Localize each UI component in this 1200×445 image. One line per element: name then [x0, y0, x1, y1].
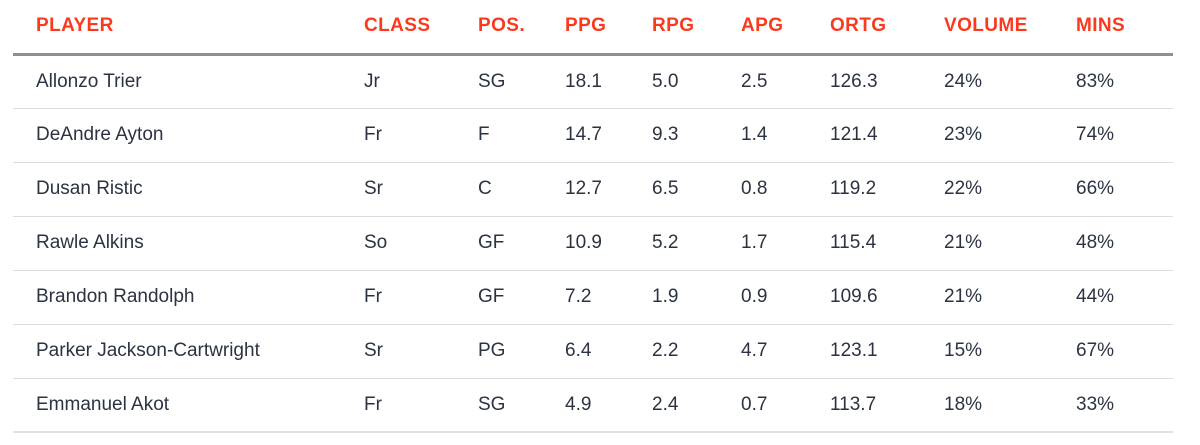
mins-cell: 67%: [1076, 324, 1173, 379]
column-header-mins: MINS: [1076, 0, 1173, 56]
table-row: Dusan Ristic Sr C 12.7 6.5 0.8 119.2 22%…: [13, 162, 1173, 217]
volume-cell: 18%: [944, 378, 1076, 433]
apg-cell: 0.7: [741, 378, 830, 433]
ortg-cell: 123.1: [830, 324, 944, 379]
column-header-ppg: PPG: [565, 0, 652, 56]
column-header-ortg: APG: [741, 0, 830, 56]
class-cell: Fr: [364, 378, 478, 433]
class-cell: Sr: [364, 162, 478, 217]
pos-cell: F: [478, 108, 565, 163]
column-header-volume: VOLUME: [944, 0, 1076, 56]
rpg-cell: 6.5: [652, 162, 741, 217]
apg-cell: 1.4: [741, 108, 830, 163]
pos-cell: C: [478, 162, 565, 217]
ppg-cell: 10.9: [565, 216, 652, 271]
volume-cell: 22%: [944, 162, 1076, 217]
ppg-cell: 6.4: [565, 324, 652, 379]
player-name-cell: Parker Jackson-Cartwright: [13, 324, 364, 379]
player-name-cell: Dusan Ristic: [13, 162, 364, 217]
ortg-cell: 119.2: [830, 162, 944, 217]
apg-cell: 1.7: [741, 216, 830, 271]
rpg-cell: 9.3: [652, 108, 741, 163]
ppg-cell: 18.1: [565, 54, 652, 109]
ortg-cell: 121.4: [830, 108, 944, 163]
class-cell: Jr: [364, 54, 478, 109]
class-cell: Fr: [364, 108, 478, 163]
class-cell: Sr: [364, 324, 478, 379]
volume-cell: 24%: [944, 54, 1076, 109]
pos-cell: SG: [478, 54, 565, 109]
ppg-cell: 12.7: [565, 162, 652, 217]
volume-cell: 21%: [944, 270, 1076, 325]
column-header-player: PLAYER: [13, 0, 364, 56]
ortg-cell: 115.4: [830, 216, 944, 271]
apg-cell: 0.9: [741, 270, 830, 325]
pos-cell: PG: [478, 324, 565, 379]
volume-cell: 15%: [944, 324, 1076, 379]
header-row: PLAYER CLASS POS. PPG RPG APG ORTG VOLUM…: [13, 0, 1173, 56]
rpg-cell: 2.4: [652, 378, 741, 433]
player-name-cell: Brandon Randolph: [13, 270, 364, 325]
apg-cell: 0.8: [741, 162, 830, 217]
column-header-apg: ORTG: [830, 0, 944, 56]
column-header-rpg: RPG: [652, 0, 741, 56]
apg-cell: 2.5: [741, 54, 830, 109]
table-row: Rawle Alkins So GF 10.9 5.2 1.7 115.4 21…: [13, 216, 1173, 271]
mins-cell: 74%: [1076, 108, 1173, 163]
mins-cell: 83%: [1076, 54, 1173, 109]
mins-cell: 48%: [1076, 216, 1173, 271]
rpg-cell: 5.2: [652, 216, 741, 271]
volume-cell: 23%: [944, 108, 1076, 163]
player-name-cell: Emmanuel Akot: [13, 378, 364, 433]
volume-cell: 21%: [944, 216, 1076, 271]
ortg-cell: 126.3: [830, 54, 944, 109]
player-name-cell: DeAndre Ayton: [13, 108, 364, 163]
player-name-cell: Allonzo Trier: [13, 54, 364, 109]
pos-cell: GF: [478, 270, 565, 325]
apg-cell: 4.7: [741, 324, 830, 379]
pos-cell: SG: [478, 378, 565, 433]
table-row: Allonzo Trier Jr SG 18.1 5.0 2.5 126.3 2…: [13, 54, 1173, 109]
rpg-cell: 5.0: [652, 54, 741, 109]
table-row: Parker Jackson-Cartwright Sr PG 6.4 2.2 …: [13, 324, 1173, 379]
player-name-cell: Rawle Alkins: [13, 216, 364, 271]
class-cell: So: [364, 216, 478, 271]
ortg-cell: 109.6: [830, 270, 944, 325]
class-cell: Fr: [364, 270, 478, 325]
rpg-cell: 1.9: [652, 270, 741, 325]
mins-cell: 66%: [1076, 162, 1173, 217]
mins-cell: 44%: [1076, 270, 1173, 325]
table-row: Brandon Randolph Fr GF 7.2 1.9 0.9 109.6…: [13, 270, 1173, 325]
pos-cell: GF: [478, 216, 565, 271]
table-row: DeAndre Ayton Fr F 14.7 9.3 1.4 121.4 23…: [13, 108, 1173, 163]
table-row: Emmanuel Akot Fr SG 4.9 2.4 0.7 113.7 18…: [13, 378, 1173, 433]
column-header-class: CLASS: [364, 0, 478, 56]
player-stats-table: PLAYER CLASS POS. PPG RPG APG ORTG VOLUM…: [13, 0, 1173, 433]
rpg-cell: 2.2: [652, 324, 741, 379]
ppg-cell: 14.7: [565, 108, 652, 163]
ppg-cell: 4.9: [565, 378, 652, 433]
column-header-pos: POS.: [478, 0, 565, 56]
ppg-cell: 7.2: [565, 270, 652, 325]
mins-cell: 33%: [1076, 378, 1173, 433]
ortg-cell: 113.7: [830, 378, 944, 433]
